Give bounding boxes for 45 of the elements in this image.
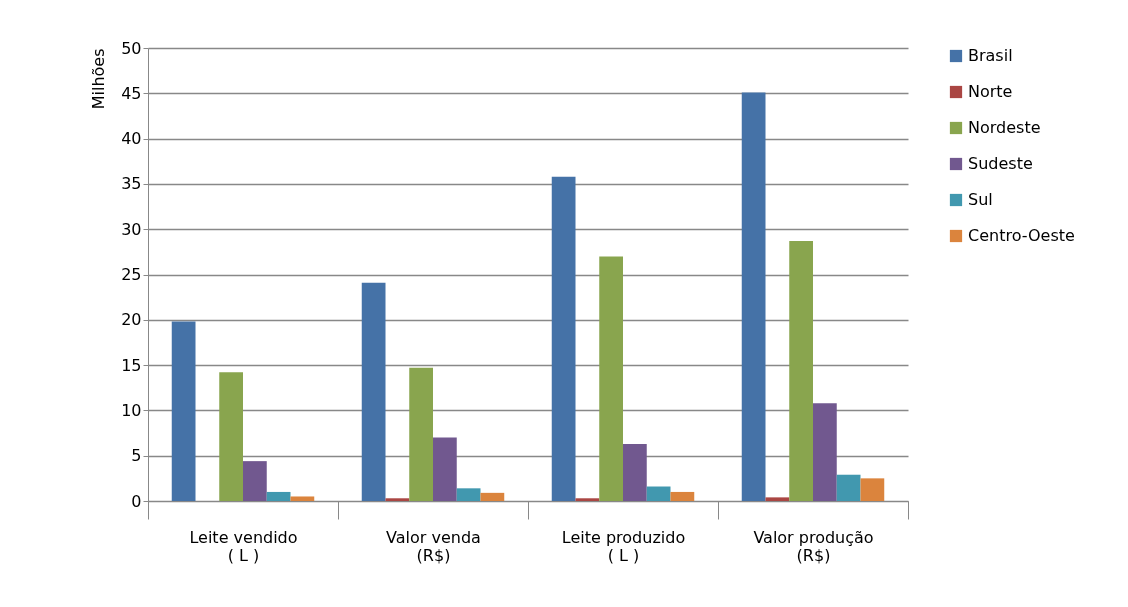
x-tick-label: Leite vendido ( L ) (189, 527, 298, 565)
y-tick-label: 20 (121, 310, 142, 330)
bar (646, 486, 671, 501)
bar (741, 92, 766, 501)
y-tick-label: 15 (121, 355, 142, 375)
legend-label: Norte (968, 82, 1013, 101)
bar (670, 491, 695, 501)
bar (290, 496, 315, 501)
bar (219, 372, 243, 501)
bar (243, 461, 267, 501)
bar (623, 443, 647, 501)
bar (385, 498, 410, 501)
bar (266, 491, 291, 501)
bar (480, 492, 505, 501)
y-tick-label: 50 (121, 38, 142, 58)
bar (813, 403, 837, 501)
bar (575, 498, 600, 501)
bar (171, 321, 196, 501)
bar (860, 478, 885, 501)
x-tick-label: Valor venda (R$) (386, 527, 481, 565)
y-tick-label: 45 (121, 83, 142, 103)
legend-label: Sul (968, 190, 993, 209)
bar (433, 437, 457, 501)
y-tick-label: 5 (131, 446, 142, 466)
y-tick-label: 40 (121, 129, 142, 149)
bar (409, 367, 433, 501)
y-tick-label: 35 (121, 174, 142, 194)
bar (765, 497, 790, 501)
y-axis-title: Milhões (89, 48, 109, 110)
y-tick-label: 25 (121, 265, 142, 284)
bar (836, 474, 861, 501)
legend-label: Centro-Oeste (968, 226, 1075, 245)
legend-label: Sudeste (968, 154, 1033, 173)
y-tick-label: 10 (121, 400, 142, 420)
legend-label: Nordeste (968, 118, 1041, 137)
bar (551, 176, 576, 501)
bar (361, 282, 386, 501)
x-tick-label: Leite produzido ( L ) (561, 527, 686, 565)
legend-label: Brasil (968, 46, 1013, 65)
bar (599, 256, 623, 501)
x-tick-label: Valor produção (R$) (753, 527, 874, 565)
bar (456, 488, 481, 501)
y-tick-label: 0 (131, 491, 142, 511)
bar (789, 240, 813, 501)
y-tick-label: 30 (121, 219, 142, 239)
